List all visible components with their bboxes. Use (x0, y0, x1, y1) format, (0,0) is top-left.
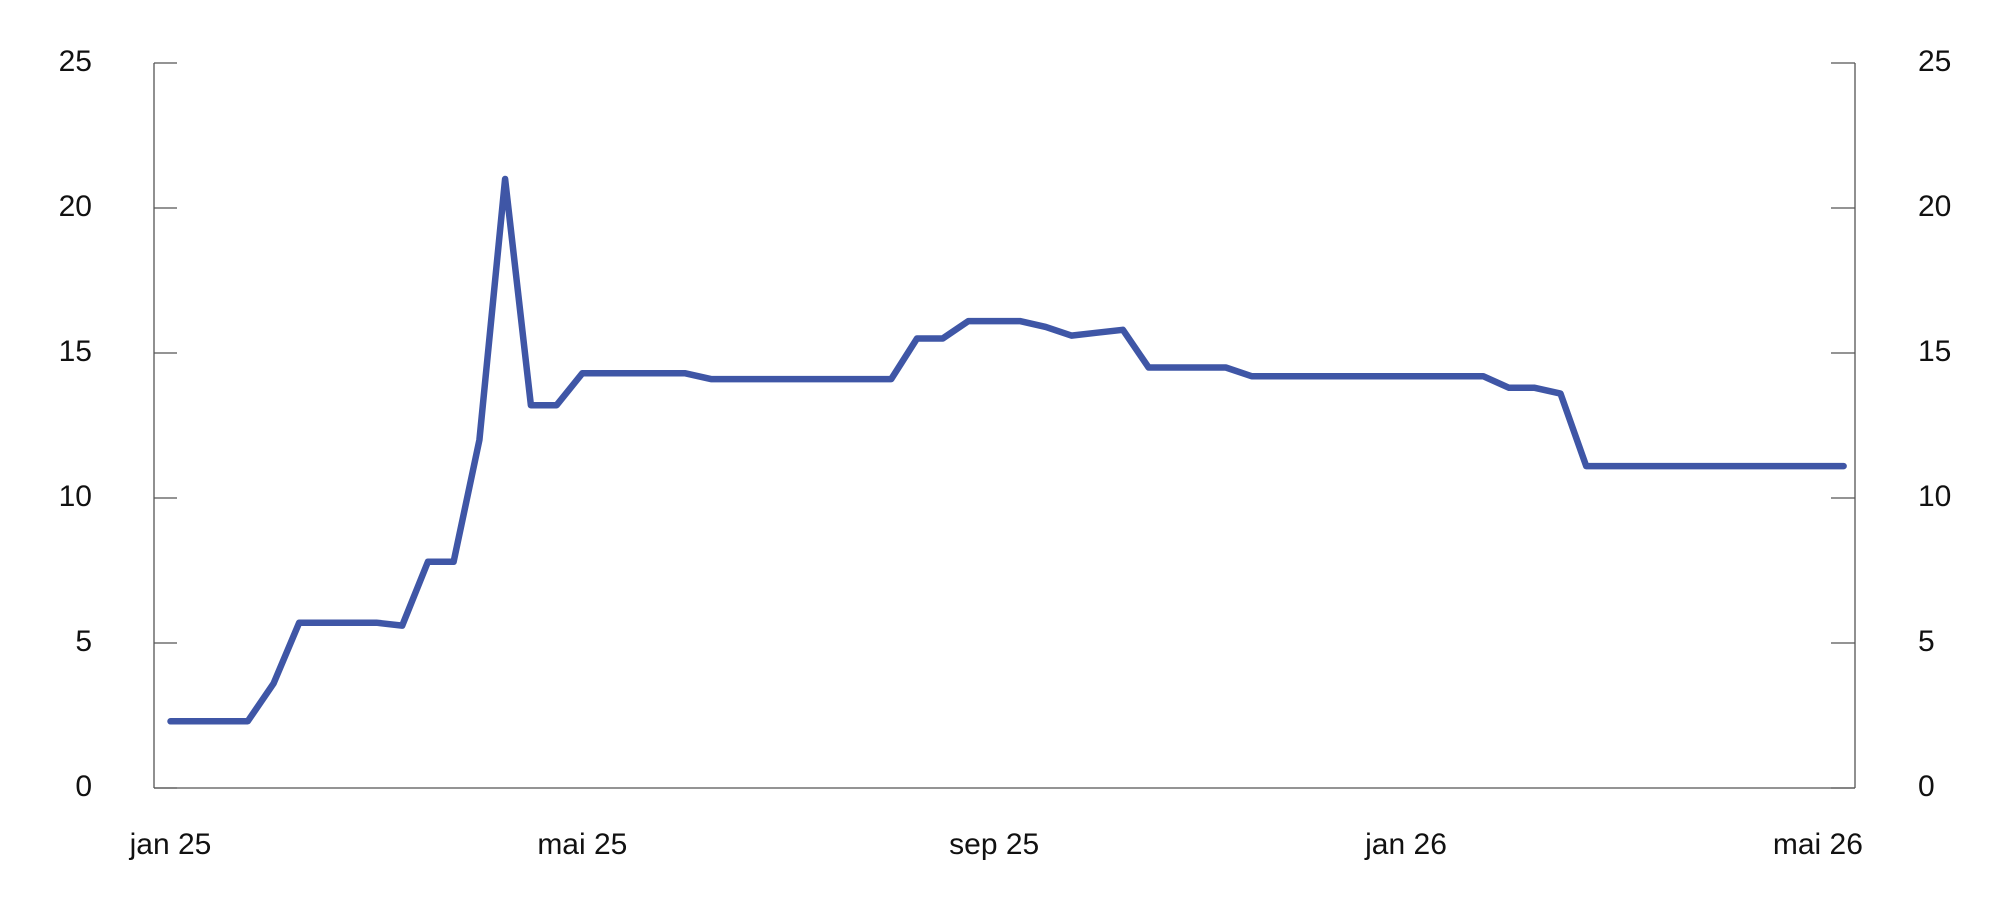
y-tick-label: 10 (59, 480, 92, 513)
data-line (167, 175, 1847, 725)
y2-tick-label: 20 (1918, 190, 1951, 223)
y2-tick-label: 15 (1918, 335, 1951, 368)
y2-tick-label: 0 (1918, 770, 1935, 803)
y-tick-label: 5 (75, 625, 92, 658)
x-tick-label: jan 25 (129, 828, 212, 861)
x-tick-label: jan 26 (1364, 828, 1447, 861)
x-tick-label: sep 25 (949, 828, 1039, 861)
y-tick-label: 25 (59, 45, 92, 78)
y-tick-label: 0 (75, 770, 92, 803)
y-tick-label: 20 (59, 190, 92, 223)
y2-tick-label: 10 (1918, 480, 1951, 513)
y-tick-label: 15 (59, 335, 92, 368)
x-tick-label: mai 26 (1773, 828, 1863, 861)
y2-tick-label: 5 (1918, 625, 1935, 658)
x-tick-label: mai 25 (537, 828, 627, 861)
y2-tick-label: 25 (1918, 45, 1951, 78)
